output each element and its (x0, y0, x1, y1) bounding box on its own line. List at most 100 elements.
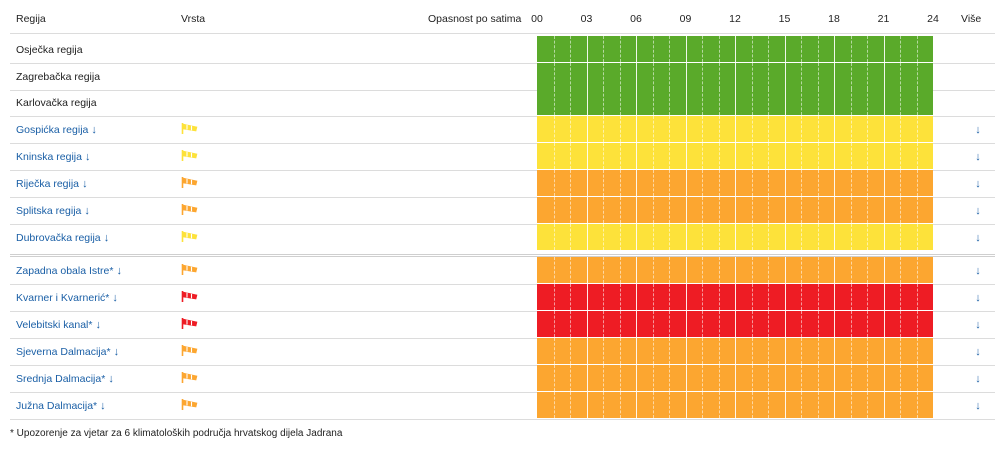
region-label[interactable]: Gospićka regija ↓ (16, 124, 97, 136)
region-label[interactable]: Riječka regija ↓ (16, 178, 88, 190)
hour-gridline-minor (702, 36, 703, 62)
hazard-bar-green (537, 63, 933, 89)
more-arrow-icon[interactable]: ↓ (975, 265, 981, 277)
more-arrow-icon[interactable]: ↓ (975, 400, 981, 412)
hour-gridline-minor (702, 170, 703, 196)
more-arrow-icon[interactable]: ↓ (975, 232, 981, 244)
hour-gridline-minor (817, 365, 819, 391)
hour-gridline-minor (669, 89, 670, 115)
hour-gridline-minor (702, 89, 703, 115)
hour-gridline-major (883, 284, 885, 310)
windsock-icon (181, 203, 199, 216)
region-label[interactable]: Južna Dalmacija* ↓ (16, 400, 106, 412)
hour-gridline-minor (669, 116, 670, 142)
hour-gridline-minor (570, 143, 571, 169)
hour-gridline-major (883, 89, 885, 115)
hour-gridline-major (636, 257, 637, 283)
hour-gridline-minor (669, 224, 670, 250)
hour-gridline-minor (850, 224, 852, 250)
hour-gridline-major (636, 224, 637, 250)
hour-gridline-major (636, 197, 637, 223)
hour-gridline-minor (702, 116, 703, 142)
region-label[interactable]: Srednja Dalmacija* ↓ (16, 373, 114, 385)
hour-gridline-minor (652, 63, 654, 89)
hour-gridline-major (735, 89, 736, 115)
hour-gridline-minor (817, 284, 819, 310)
windsock-icon (181, 176, 199, 189)
hour-gridline-minor (900, 284, 901, 310)
hazard-bar-orange (537, 365, 933, 391)
row-divider (10, 90, 995, 91)
hour-gridline-major (735, 116, 736, 142)
hour-gridline-major (636, 392, 637, 418)
more-arrow-icon[interactable]: ↓ (975, 178, 981, 190)
hour-gridline-major (685, 224, 687, 250)
hour-gridline-minor (702, 197, 703, 223)
hour-gridline-minor (867, 36, 868, 62)
more-arrow-icon[interactable]: ↓ (975, 346, 981, 358)
hour-gridline-major (784, 170, 786, 196)
hour-gridline-minor (751, 36, 753, 62)
hour-gridline-minor (619, 197, 621, 223)
hour-gridline-minor (652, 224, 654, 250)
more-arrow-icon[interactable]: ↓ (975, 151, 981, 163)
hour-gridline-minor (603, 89, 604, 115)
hour-tick-00: 00 (531, 13, 543, 25)
hour-gridline-major (883, 311, 885, 337)
hour-gridline-minor (900, 63, 901, 89)
hour-gridline-major (883, 257, 885, 283)
hour-gridline-minor (801, 143, 802, 169)
hour-gridline-minor (751, 89, 753, 115)
more-arrow-icon[interactable]: ↓ (975, 124, 981, 136)
hour-gridline-minor (817, 338, 819, 364)
region-label[interactable]: Kninska regija ↓ (16, 151, 91, 163)
hour-gridline-minor (867, 338, 868, 364)
hour-gridline-minor (603, 36, 604, 62)
region-name: Srednja Dalmacija* (16, 373, 106, 385)
hour-gridline-minor (768, 143, 769, 169)
hour-gridline-minor (718, 338, 720, 364)
region-name: Karlovačka regija (16, 97, 97, 109)
hour-gridline-minor (916, 224, 918, 250)
more-arrow-icon[interactable]: ↓ (975, 205, 981, 217)
row-divider (10, 338, 995, 339)
hour-gridline-minor (553, 365, 555, 391)
column-header-vise: Više (961, 13, 982, 25)
hour-gridline-major (735, 170, 736, 196)
hour-gridline-major (883, 224, 885, 250)
hour-gridline-major (685, 392, 687, 418)
region-label[interactable]: Zapadna obala Istre* ↓ (16, 265, 122, 277)
hour-gridline-major (586, 338, 588, 364)
hour-gridline-minor (570, 170, 571, 196)
region-name: Osječka regija (16, 44, 83, 56)
hour-gridline-major (735, 36, 736, 62)
hour-gridline-major (636, 89, 637, 115)
region-label[interactable]: Dubrovačka regija ↓ (16, 232, 109, 244)
more-arrow-icon[interactable]: ↓ (975, 292, 981, 304)
region-name: Južna Dalmacija* (16, 400, 98, 412)
hour-gridline-minor (553, 338, 555, 364)
hour-gridline-major (685, 143, 687, 169)
hour-gridline-major (735, 197, 736, 223)
hour-gridline-minor (916, 365, 918, 391)
more-arrow-icon[interactable]: ↓ (975, 373, 981, 385)
arrow-down-icon: ↓ (88, 124, 97, 136)
hour-gridline-major (834, 170, 835, 196)
region-label[interactable]: Splitska regija ↓ (16, 205, 90, 217)
region-name: Zapadna obala Istre* (16, 265, 114, 277)
hour-gridline-minor (801, 338, 802, 364)
hour-gridline-major (586, 224, 588, 250)
row-divider (10, 116, 995, 117)
hour-gridline-minor (553, 284, 555, 310)
region-label[interactable]: Velebitski kanal* ↓ (16, 319, 101, 331)
hour-tick-03: 03 (580, 13, 593, 25)
hour-gridline-minor (751, 392, 753, 418)
hazard-bar-orange (537, 392, 933, 418)
region-label[interactable]: Kvarner i Kvarnerić* ↓ (16, 292, 118, 304)
region-label[interactable]: Sjeverna Dalmacija* ↓ (16, 346, 119, 358)
more-arrow-icon[interactable]: ↓ (975, 319, 981, 331)
hour-tick-24: 24 (927, 13, 939, 25)
hour-gridline-minor (652, 116, 654, 142)
hour-gridline-major (883, 338, 885, 364)
arrow-down-icon: ↓ (105, 373, 114, 385)
